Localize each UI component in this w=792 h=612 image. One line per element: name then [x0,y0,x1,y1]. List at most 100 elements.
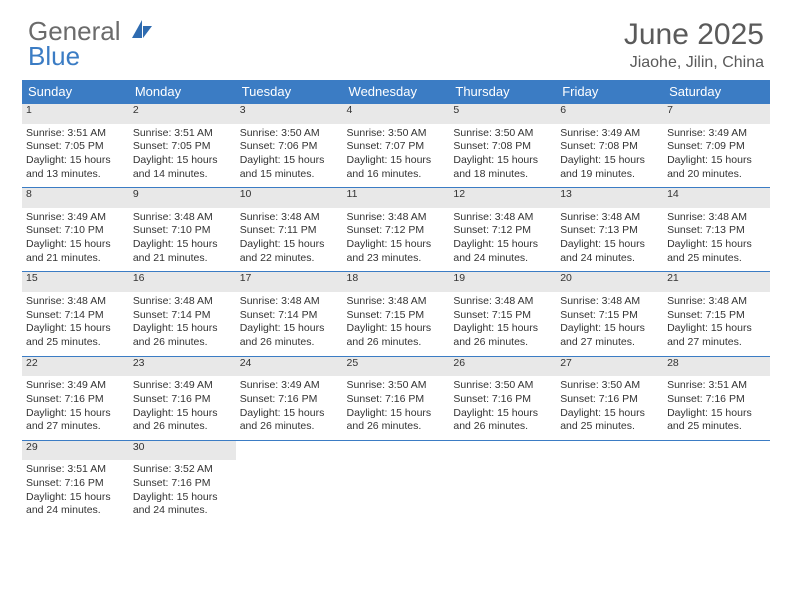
day-details: Sunrise: 3:49 AMSunset: 7:10 PMDaylight:… [26,208,125,266]
day-number: 13 [556,188,663,208]
page-title: June 2025 [624,18,764,52]
sunset-line: Sunset: 7:10 PM [26,224,104,236]
day-number: 9 [129,188,236,208]
weekday-header: Tuesday [236,80,343,104]
sunset-line: Sunset: 7:16 PM [26,393,104,405]
day-number: 6 [556,104,663,124]
daylight-line: Daylight: 15 hours and 26 minutes. [240,322,325,348]
day-cell: Sunrise: 3:48 AMSunset: 7:10 PMDaylight:… [129,208,236,272]
day-cell: Sunrise: 3:50 AMSunset: 7:08 PMDaylight:… [449,124,556,188]
day-number: 28 [663,356,770,376]
sunset-line: Sunset: 7:14 PM [26,309,104,321]
sunrise-line: Sunrise: 3:49 AM [133,379,213,391]
sunrise-line: Sunrise: 3:51 AM [133,127,213,139]
sunset-line: Sunset: 7:15 PM [560,309,638,321]
day-cell: Sunrise: 3:49 AMSunset: 7:16 PMDaylight:… [129,376,236,440]
sunrise-line: Sunrise: 3:48 AM [560,211,640,223]
day-number: 18 [343,272,450,292]
logo-text-blue: Blue [28,41,80,71]
day-cell: Sunrise: 3:50 AMSunset: 7:07 PMDaylight:… [343,124,450,188]
day-number: 1 [22,104,129,124]
details-row: Sunrise: 3:51 AMSunset: 7:16 PMDaylight:… [22,460,770,524]
day-details: Sunrise: 3:50 AMSunset: 7:08 PMDaylight:… [453,124,552,182]
sunrise-line: Sunrise: 3:48 AM [26,295,106,307]
daynum-row: 1234567 [22,104,770,124]
day-number: 2 [129,104,236,124]
weekday-header: Sunday [22,80,129,104]
daylight-line: Daylight: 15 hours and 15 minutes. [240,154,325,180]
day-cell: Sunrise: 3:49 AMSunset: 7:16 PMDaylight:… [22,376,129,440]
sunrise-line: Sunrise: 3:48 AM [133,211,213,223]
day-number: 11 [343,188,450,208]
day-details: Sunrise: 3:48 AMSunset: 7:13 PMDaylight:… [667,208,766,266]
day-details: Sunrise: 3:48 AMSunset: 7:15 PMDaylight:… [347,292,446,350]
day-cell: Sunrise: 3:48 AMSunset: 7:14 PMDaylight:… [22,292,129,356]
day-details: Sunrise: 3:49 AMSunset: 7:16 PMDaylight:… [26,376,125,434]
sunset-line: Sunset: 7:13 PM [667,224,745,236]
sunrise-line: Sunrise: 3:48 AM [560,295,640,307]
day-cell: Sunrise: 3:48 AMSunset: 7:12 PMDaylight:… [449,208,556,272]
header: General Blue June 2025 Jiaohe, Jilin, Ch… [0,0,792,80]
day-cell: Sunrise: 3:51 AMSunset: 7:16 PMDaylight:… [22,460,129,524]
day-details: Sunrise: 3:48 AMSunset: 7:15 PMDaylight:… [560,292,659,350]
day-cell: Sunrise: 3:48 AMSunset: 7:13 PMDaylight:… [556,208,663,272]
day-details: Sunrise: 3:48 AMSunset: 7:11 PMDaylight:… [240,208,339,266]
weekday-header: Wednesday [343,80,450,104]
daylight-line: Daylight: 15 hours and 21 minutes. [133,238,218,264]
daylight-line: Daylight: 15 hours and 26 minutes. [133,322,218,348]
day-number: 3 [236,104,343,124]
sunrise-line: Sunrise: 3:50 AM [347,127,427,139]
empty-cell [449,440,556,460]
title-block: June 2025 Jiaohe, Jilin, China [624,18,764,72]
empty-cell [449,460,556,524]
weekday-header: Friday [556,80,663,104]
empty-cell [663,460,770,524]
day-number: 4 [343,104,450,124]
daylight-line: Daylight: 15 hours and 25 minutes. [667,238,752,264]
sunrise-line: Sunrise: 3:48 AM [453,295,533,307]
sunset-line: Sunset: 7:16 PM [347,393,425,405]
day-cell: Sunrise: 3:49 AMSunset: 7:09 PMDaylight:… [663,124,770,188]
day-cell: Sunrise: 3:48 AMSunset: 7:14 PMDaylight:… [129,292,236,356]
day-number: 14 [663,188,770,208]
empty-cell [236,460,343,524]
day-cell: Sunrise: 3:48 AMSunset: 7:15 PMDaylight:… [663,292,770,356]
day-number: 5 [449,104,556,124]
daylight-line: Daylight: 15 hours and 26 minutes. [347,322,432,348]
daylight-line: Daylight: 15 hours and 24 minutes. [560,238,645,264]
day-number: 17 [236,272,343,292]
daynum-row: 22232425262728 [22,356,770,376]
calendar-header: SundayMondayTuesdayWednesdayThursdayFrid… [22,80,770,104]
day-details: Sunrise: 3:51 AMSunset: 7:16 PMDaylight:… [667,376,766,434]
empty-cell [556,440,663,460]
sunrise-line: Sunrise: 3:50 AM [453,379,533,391]
day-details: Sunrise: 3:50 AM Sunset: 7:16 PM Daylight:… [453,376,552,434]
day-details: Sunrise: 3:48 AMSunset: 7:14 PMDaylight:… [240,292,339,350]
sunrise-line: Sunrise: 3:49 AM [240,379,320,391]
daylight-line: Daylight: 15 hours and 20 minutes. [667,154,752,180]
day-details: Sunrise: 3:51 AMSunset: 7:16 PMDaylight:… [26,460,125,518]
day-details: Sunrise: 3:48 AMSunset: 7:10 PMDaylight:… [133,208,232,266]
daylight-line: Daylight: 15 hours and 26 minutes. [453,407,538,433]
day-details: Sunrise: 3:50 AMSunset: 7:16 PMDaylight:… [560,376,659,434]
sunset-line: Sunset: 7:16 PM [453,393,531,405]
sunset-line: Sunset: 7:08 PM [560,140,638,152]
daylight-line: Daylight: 15 hours and 14 minutes. [133,154,218,180]
day-cell: Sunrise: 3:48 AMSunset: 7:11 PMDaylight:… [236,208,343,272]
sunrise-line: Sunrise: 3:48 AM [347,295,427,307]
sunrise-line: Sunrise: 3:51 AM [667,379,747,391]
day-cell: Sunrise: 3:49 AMSunset: 7:08 PMDaylight:… [556,124,663,188]
sunrise-line: Sunrise: 3:48 AM [240,295,320,307]
day-number: 7 [663,104,770,124]
day-number: 20 [556,272,663,292]
day-number: 26 [449,356,556,376]
sunrise-line: Sunrise: 3:51 AM [26,463,106,475]
daylight-line: Daylight: 15 hours and 27 minutes. [26,407,111,433]
daylight-line: Daylight: 15 hours and 16 minutes. [347,154,432,180]
daynum-row: 15161718192021 [22,272,770,292]
details-row: Sunrise: 3:51 AMSunset: 7:05 PMDaylight:… [22,124,770,188]
daylight-line: Daylight: 15 hours and 24 minutes. [133,491,218,517]
empty-cell [343,440,450,460]
sunrise-line: Sunrise: 3:49 AM [560,127,640,139]
day-details: Sunrise: 3:51 AMSunset: 7:05 PMDaylight:… [133,124,232,182]
